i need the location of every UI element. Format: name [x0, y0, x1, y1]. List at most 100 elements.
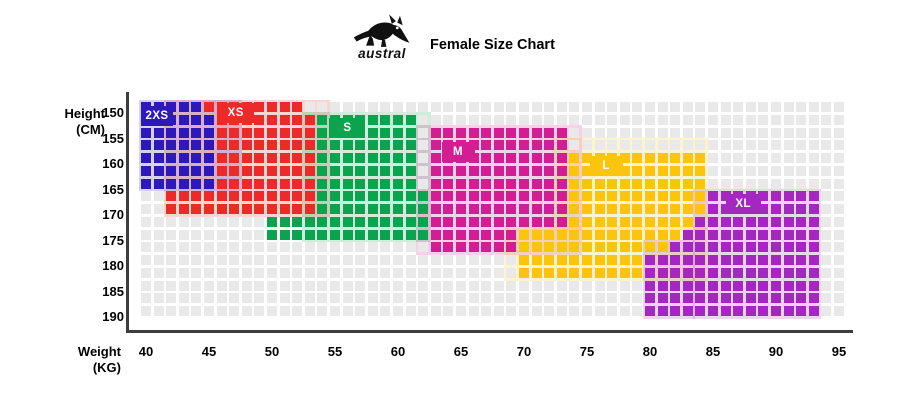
grid-cell — [796, 102, 806, 112]
brand-wordmark: austral — [358, 46, 406, 61]
grid-cell — [494, 242, 504, 252]
grid-cell — [746, 306, 756, 316]
grid-cell — [141, 153, 151, 163]
grid-cell — [670, 293, 680, 303]
grid-cell — [393, 153, 403, 163]
size-label-2xs: 2XS — [141, 105, 173, 126]
grid-cell — [821, 255, 831, 265]
grid-cell — [695, 255, 705, 265]
grid-cell — [834, 204, 844, 214]
grid-cell — [217, 166, 227, 176]
grid-cell — [191, 128, 201, 138]
grid-cell — [645, 153, 655, 163]
grid-cell — [506, 255, 516, 265]
grid-cell — [418, 293, 428, 303]
grid-cell — [406, 230, 416, 240]
grid-cell — [784, 166, 794, 176]
grid-cell — [670, 204, 680, 214]
grid-cell — [406, 140, 416, 150]
grid-cell — [179, 128, 189, 138]
grid-cell — [406, 293, 416, 303]
grid-cell — [154, 217, 164, 227]
grid-cell — [469, 281, 479, 291]
grid-cell — [784, 217, 794, 227]
grid-cell — [141, 191, 151, 201]
grid-cell — [683, 179, 693, 189]
grid-cell — [708, 255, 718, 265]
grid-cell — [469, 166, 479, 176]
grid-cell — [191, 166, 201, 176]
grid-cell — [355, 230, 365, 240]
grid-cell — [280, 242, 290, 252]
grid-cell — [569, 128, 579, 138]
grid-cell — [469, 102, 479, 112]
grid-cell — [834, 230, 844, 240]
grid-cell — [532, 293, 542, 303]
grid-cell — [695, 179, 705, 189]
grid-cell — [632, 268, 642, 278]
grid-cell — [519, 179, 529, 189]
grid-cell — [532, 102, 542, 112]
grid-cell — [141, 204, 151, 214]
grid-cell — [217, 242, 227, 252]
grid-cell — [620, 153, 630, 163]
grid-cell — [380, 115, 390, 125]
grid-cell — [607, 191, 617, 201]
grid-cell — [708, 204, 718, 214]
size-label-l: L — [589, 156, 623, 177]
grid-cell — [330, 306, 340, 316]
grid-cell — [771, 166, 781, 176]
grid-cell — [746, 230, 756, 240]
grid-cell — [393, 128, 403, 138]
grid-cell — [481, 293, 491, 303]
grid-cell — [821, 128, 831, 138]
grid-cell — [393, 115, 403, 125]
grid-cell — [620, 230, 630, 240]
grid-cell — [343, 281, 353, 291]
size-label-xl: XL — [725, 193, 761, 214]
grid-cell — [330, 204, 340, 214]
grid-cell — [305, 242, 315, 252]
grid-cell — [683, 128, 693, 138]
grid-cell — [254, 217, 264, 227]
grid-cell — [595, 242, 605, 252]
grid-cell — [670, 166, 680, 176]
grid-cell — [267, 102, 277, 112]
grid-cell — [544, 204, 554, 214]
grid-cell — [746, 166, 756, 176]
grid-cell — [796, 153, 806, 163]
grid-cell — [481, 179, 491, 189]
grid-cell — [456, 306, 466, 316]
grid-cell — [229, 255, 239, 265]
grid-cell — [771, 179, 781, 189]
grid-cell — [532, 204, 542, 214]
grid-cell — [809, 255, 819, 265]
grid-cell — [721, 179, 731, 189]
grid-cell — [456, 268, 466, 278]
grid-cell — [645, 128, 655, 138]
grid-cell — [267, 179, 277, 189]
grid-cell — [758, 102, 768, 112]
grid-cell — [821, 230, 831, 240]
grid-cell — [809, 115, 819, 125]
grid-cell — [721, 128, 731, 138]
grid-cell — [481, 230, 491, 240]
grid-cell — [418, 191, 428, 201]
grid-cell — [632, 153, 642, 163]
grid-cell — [695, 128, 705, 138]
grid-cell — [771, 128, 781, 138]
grid-cell — [670, 281, 680, 291]
grid-cell — [758, 166, 768, 176]
grid-cell — [532, 230, 542, 240]
grid-cell — [469, 306, 479, 316]
grid-cell — [393, 166, 403, 176]
grid-cell — [632, 255, 642, 265]
grid-cell — [380, 204, 390, 214]
grid-cell — [834, 217, 844, 227]
grid-cell — [544, 115, 554, 125]
y-axis-line — [126, 92, 129, 333]
grid-cell — [280, 204, 290, 214]
grid-cell — [519, 217, 529, 227]
grid-cell — [393, 191, 403, 201]
grid-cell — [456, 102, 466, 112]
